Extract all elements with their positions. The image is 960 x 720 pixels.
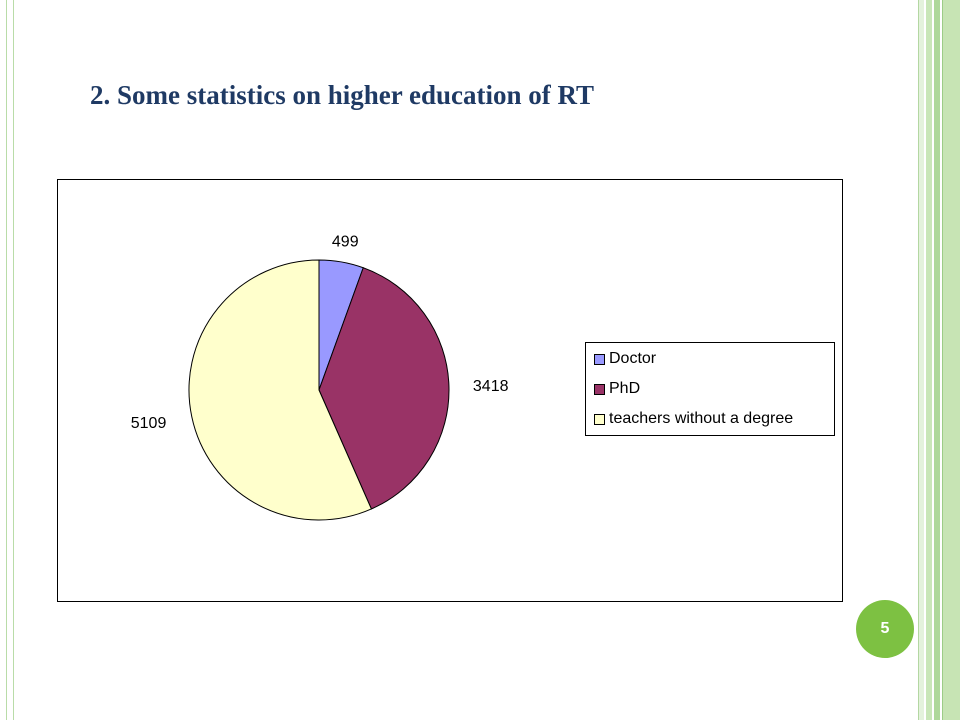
slide-right-border: [942, 0, 960, 720]
slide-left-border: [6, 0, 14, 720]
slide-title: 2. Some statistics on higher education o…: [90, 80, 595, 110]
legend-label: PhD: [609, 380, 641, 397]
slide-right-border: [926, 0, 932, 720]
data-label: 5109: [131, 415, 167, 432]
pie-slice-phd: [318, 267, 450, 510]
legend-swatch: [594, 383, 605, 395]
legend-item-teachers: teachers without a degree: [594, 409, 793, 429]
page-number-badge: 5: [856, 600, 914, 658]
legend-swatch: [594, 353, 605, 365]
data-label: 3418: [473, 378, 509, 395]
pie-slice-teachers-without-a-degree: [188, 259, 373, 521]
slide-right-border: [934, 0, 940, 720]
chart-legend: Doctor PhD teachers without a degree: [585, 342, 835, 436]
legend-item-phd: PhD: [594, 379, 640, 399]
legend-label: Doctor: [609, 350, 657, 367]
slide-right-border: [918, 0, 924, 720]
legend-swatch: [594, 413, 605, 425]
legend-item-doctor: Doctor: [594, 349, 656, 369]
legend-label: teachers without a degree: [609, 410, 794, 427]
data-label: 499: [332, 233, 359, 250]
